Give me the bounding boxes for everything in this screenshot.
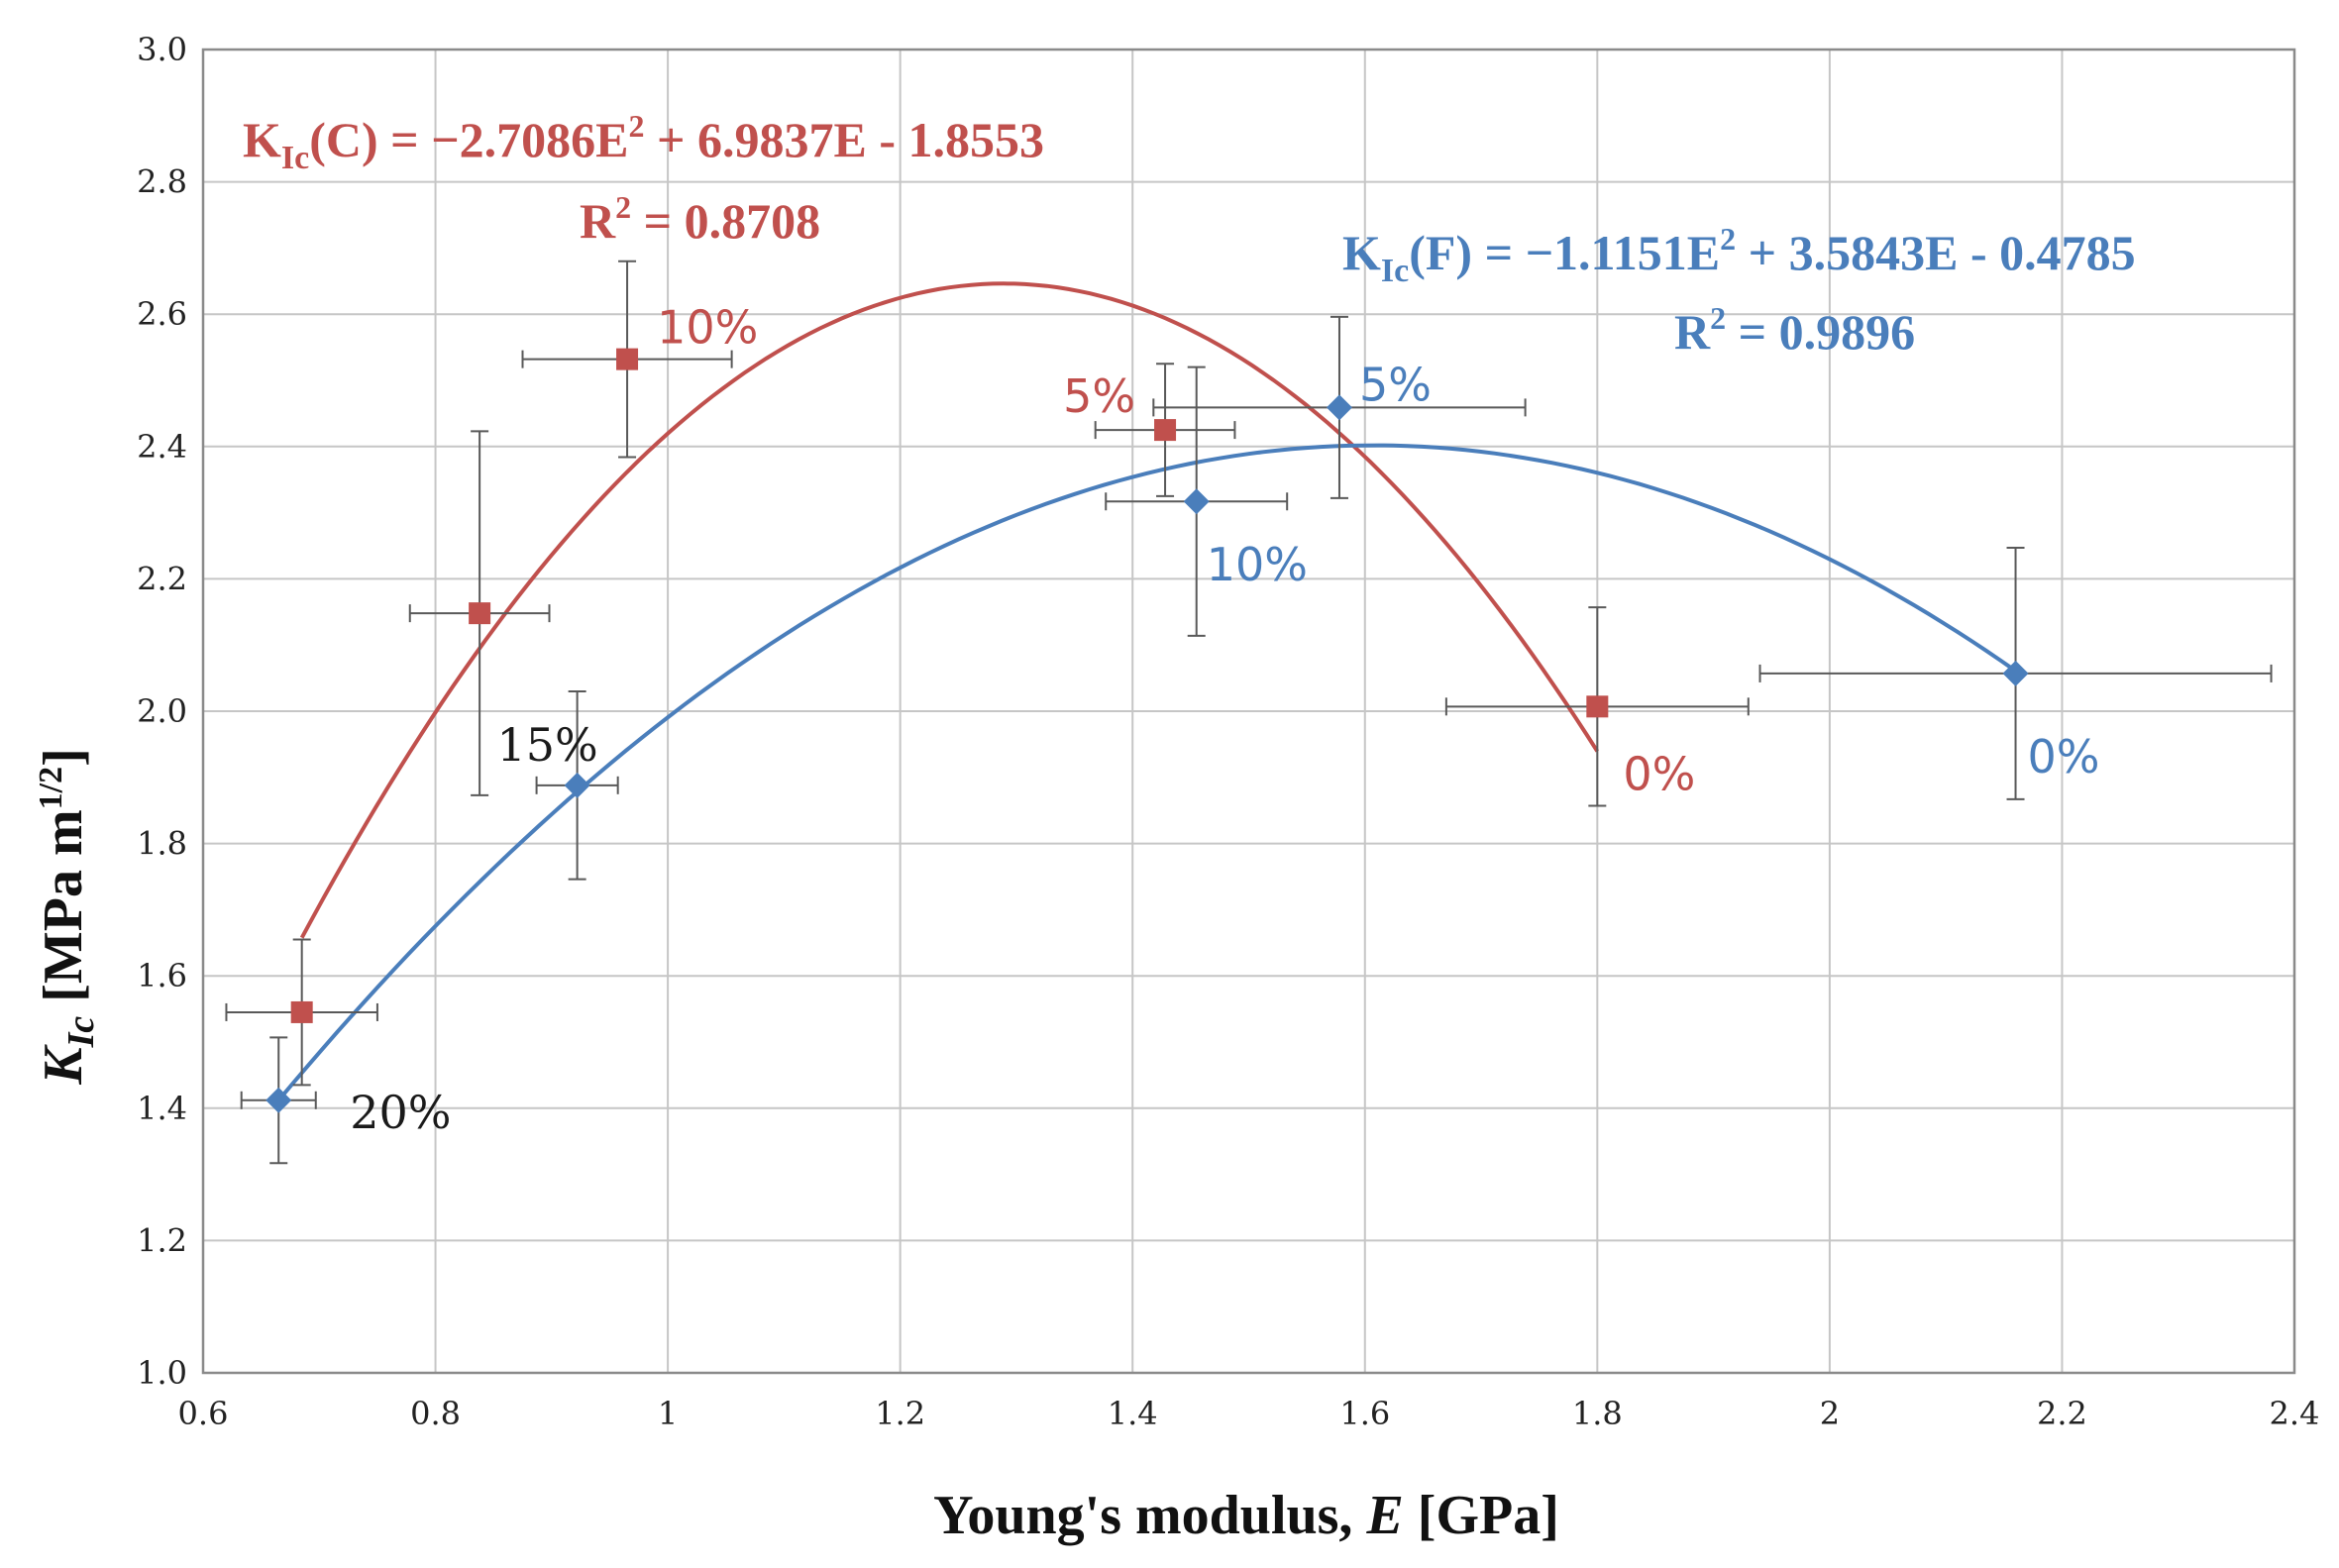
y-axis-symbol: K (33, 1044, 94, 1086)
point-label-c: 5% (1063, 369, 1135, 423)
eq-c-sq: 2 (628, 108, 644, 144)
point-label-f: 20% (350, 1086, 451, 1139)
eq-c-k: K (243, 112, 281, 167)
r2-c-value: = 0.8708 (631, 193, 820, 249)
r2-f-sq: 2 (1710, 300, 1726, 336)
tick-labels: 0.6 0.8 1 1.2 1.4 1.6 1.8 2 2.2 2.4 1.0 1.2 1.4 1.6 1.… (137, 31, 2319, 1432)
y-tick-label: 2.4 (137, 428, 187, 466)
r2-c: R2 = 0.8708 (580, 189, 820, 249)
eq-f-lhs: (F) = −1.1151E (1409, 225, 1720, 280)
y-tick-label: 3.0 (137, 31, 187, 68)
data-point-c (469, 602, 491, 625)
y-tick-label: 1.2 (137, 1221, 187, 1259)
x-tick-label: 0.6 (178, 1395, 229, 1432)
x-tick-label: 1.2 (875, 1395, 925, 1432)
x-axis-unit: [GPa] (1404, 1485, 1559, 1546)
point-label-f: 15% (497, 718, 598, 772)
r2-c-sq: 2 (615, 189, 631, 225)
x-tick-label: 2 (1820, 1395, 1840, 1432)
point-label-f: 10% (1207, 538, 1308, 591)
x-tick-label: 1.8 (1572, 1395, 1623, 1432)
data-point-c (616, 348, 639, 370)
y-tick-label: 1.6 (137, 957, 187, 994)
fit-curve-c (299, 281, 1599, 939)
eq-c-sub: Ic (281, 140, 309, 176)
y-axis-close: ] (33, 748, 94, 767)
x-tick-label: 2.2 (2037, 1395, 2087, 1432)
eq-f-sq: 2 (1720, 221, 1736, 257)
x-tick-label: 2.4 (2270, 1395, 2320, 1432)
y-axis-symbol-sub: Ic (60, 1016, 102, 1049)
point-label-f: 0% (2028, 730, 2100, 784)
y-tick-label: 2.2 (137, 560, 187, 597)
data-point-f (2002, 660, 2029, 686)
x-tick-label: 1.4 (1108, 1395, 1158, 1432)
y-axis-unit: [MPa m (33, 809, 94, 1015)
r2-f-r: R (1674, 304, 1711, 360)
x-tick-label: 1 (658, 1395, 678, 1432)
x-axis-main: Young's modulus, (933, 1485, 1366, 1546)
x-tick-label: 0.8 (410, 1395, 461, 1432)
data-markers (266, 348, 2029, 1113)
data-point-f (564, 772, 590, 798)
eq-c-lhs: (C) = −2.7086E (309, 112, 628, 167)
y-axis-title: KIc [MPa m1/2] (33, 748, 102, 1085)
y-tick-label: 1.8 (137, 825, 187, 863)
r2-f-value: = 0.9896 (1726, 304, 1915, 360)
data-point-f (1183, 488, 1210, 515)
r2-c-r: R (580, 193, 616, 249)
eq-f-rhs: + 3.5843E - 0.4785 (1736, 225, 2136, 280)
equation-c: KIc(C) = −2.7086E2 + 6.9837E - 1.8553 (243, 108, 1044, 176)
fit-curves (276, 281, 2017, 1102)
eq-f-sub: Ic (1381, 253, 1409, 289)
point-label-c: 0% (1623, 747, 1695, 800)
data-point-c (1586, 695, 1609, 718)
equation-f: KIc(F) = −1.1151E2 + 3.5843E - 0.4785 (1342, 221, 2136, 289)
y-tick-label: 2.6 (137, 295, 187, 333)
x-tick-label: 1.6 (1339, 1395, 1390, 1432)
point-label-f: 5% (1359, 358, 1432, 411)
y-tick-label: 2.8 (137, 163, 187, 201)
y-tick-label: 1.4 (137, 1090, 187, 1127)
data-point-f (1326, 394, 1352, 421)
data-point-c (290, 1000, 313, 1023)
x-axis-symbol: E (1365, 1485, 1403, 1546)
eq-c-rhs: + 6.9837E - 1.8553 (644, 112, 1044, 167)
plot-frame (201, 48, 2296, 1375)
data-point-c (1154, 419, 1177, 442)
fit-curve-f (276, 443, 2017, 1102)
point-labels: 10% 5% 0% 20% 15% 10% 5% 0% (350, 301, 2099, 1139)
r2-f: R2 = 0.9896 (1674, 300, 1915, 360)
y-axis-unit-sup: 1/2 (33, 767, 69, 809)
y-tick-label: 2.0 (137, 692, 187, 730)
y-tick-label: 1.0 (137, 1354, 187, 1392)
data-point-f (266, 1087, 292, 1113)
x-axis-title: Young's modulus, E [GPa] (933, 1485, 1559, 1546)
eq-f-k: K (1342, 225, 1381, 280)
point-label-c: 10% (657, 301, 758, 355)
grid-lines (201, 48, 2296, 1375)
